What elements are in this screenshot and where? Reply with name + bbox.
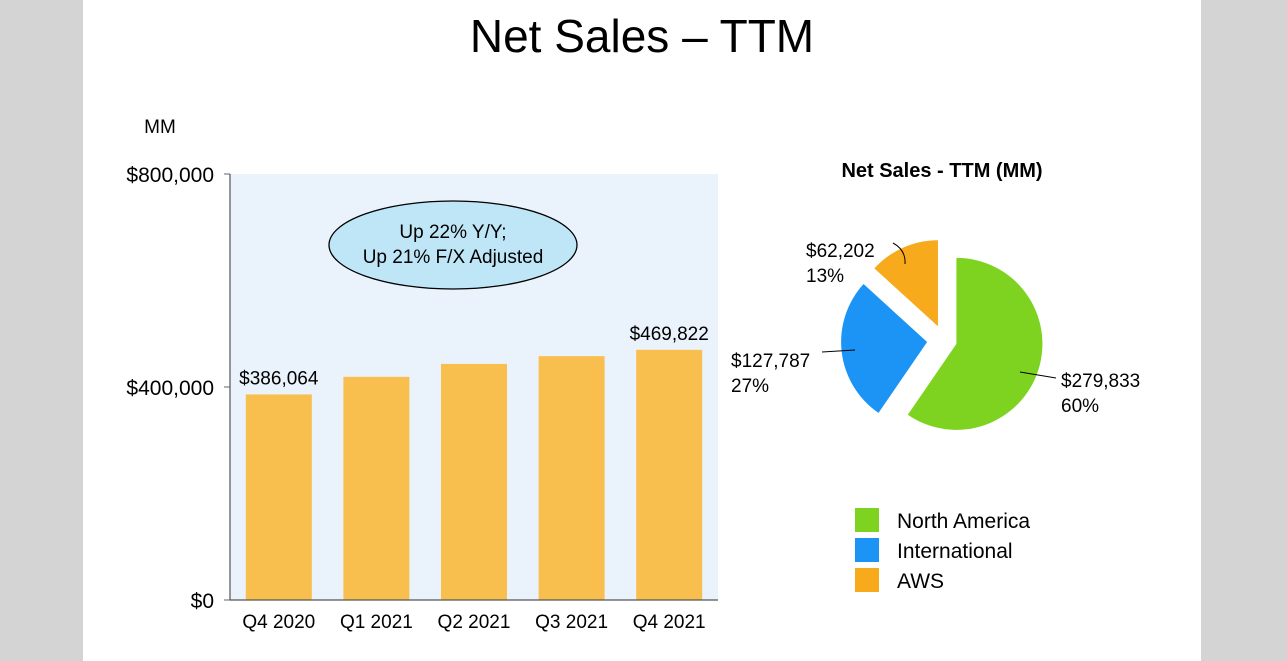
legend-swatch [855,508,879,532]
y-tick-label: $400,000 [126,377,214,400]
page-title: Net Sales – TTM [469,10,815,62]
bar [636,349,703,600]
slice-percent-label: 60% [1061,396,1099,417]
bar [245,394,312,600]
x-tick-label: Q4 2020 [242,612,315,633]
bar [538,356,605,600]
bar [343,376,410,600]
x-tick-label: Q4 2021 [633,612,706,633]
leader-line [1019,371,1057,379]
slice-percent-label: 27% [731,376,769,397]
callout-text: Up 21% F/X Adjusted [363,247,544,268]
data-label: $469,822 [630,324,709,345]
legend-label: International [897,540,1013,563]
y-tick-label: $0 [191,590,214,613]
legend-swatch [855,538,879,562]
legend-label: North America [897,510,1030,533]
slice-value-label: $127,787 [731,351,810,372]
data-label: $386,064 [239,368,319,389]
x-tick-label: Q2 2021 [438,612,511,633]
y-tick-label: $800,000 [126,164,214,187]
leader-line [892,242,906,265]
x-tick-label: Q3 2021 [535,612,608,633]
legend-swatch [855,568,879,592]
pie-slice [874,240,938,327]
x-tick-label: Q1 2021 [340,612,413,633]
slice-value-label: $279,833 [1061,371,1140,392]
callout-text: Up 22% Y/Y; [399,222,506,243]
pie-slice [841,284,928,413]
legend-label: AWS [897,570,944,593]
leader-line [821,349,856,353]
pie-title: Net Sales - TTM (MM) [841,160,1042,182]
slice-percent-label: 13% [806,266,844,287]
bar [441,363,507,600]
slice-value-label: $62,202 [806,241,875,262]
pie-slice [907,257,1043,430]
callout-bubble [328,200,578,290]
unit-label: MM [144,117,176,138]
